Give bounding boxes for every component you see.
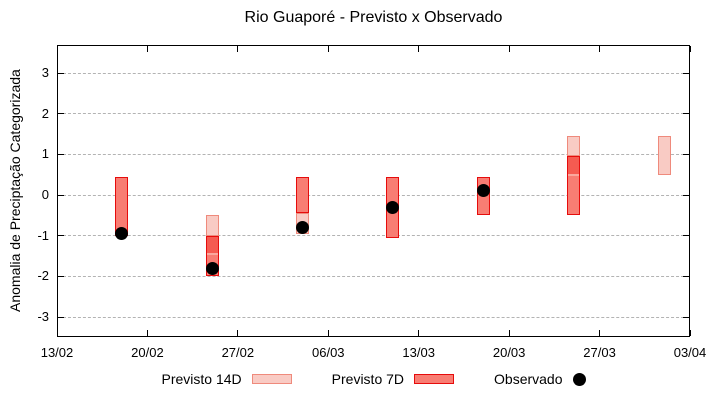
y-tick-mark [58,113,64,115]
y-tick-mark [58,194,64,196]
y-tick-label: -2 [37,268,49,284]
x-tick-label: 27/03 [583,345,616,360]
x-tick-mark [56,46,58,52]
y-tick-mark [58,235,64,237]
forecast-bar-segment [567,136,581,157]
y-tick-label: 1 [41,146,49,162]
y-tick-mark [683,275,689,277]
forecast-bar-segment [205,215,219,236]
x-tick-mark [508,330,510,336]
y-tick-label: 2 [41,105,49,121]
y-gridline [58,235,689,237]
x-tick-label: 27/02 [221,345,255,360]
forecast-bar-segment [567,174,581,216]
x-tick-label: 13/03 [402,345,435,360]
x-tick-mark [689,46,691,52]
x-tick-label: 13/02 [40,345,74,360]
x-tick-label: 20/03 [492,345,526,360]
observed-dot [386,200,400,214]
observed-dot [205,261,219,275]
x-tick-label: 03/04 [673,345,707,360]
y-tick-mark [683,316,689,318]
chart-title: Rio Guaporé - Previsto x Observado [244,9,503,26]
legend-swatch-14d-icon [251,374,292,384]
observed-dot [476,183,490,197]
legend-swatch-7d-icon [414,374,455,384]
y-tick-label: 3 [41,65,49,81]
x-tick-mark [327,46,329,52]
legend-item-previsto-14d: Previsto 14D [162,371,292,387]
legend-label-previsto-7d: Previsto 7D [331,371,405,387]
y-tick-label: 0 [41,187,49,203]
x-tick-mark [146,330,148,336]
plot-border [57,45,690,337]
x-tick-label: 20/02 [131,345,164,360]
y-gridline [58,316,689,318]
y-tick-mark [58,275,64,277]
x-tick-mark [418,46,420,52]
y-tick-mark [58,316,64,318]
x-tick-mark [418,330,420,336]
legend-observed-dot-icon [572,372,586,386]
median-line [206,253,218,256]
y-tick-mark [683,113,689,115]
x-tick-label: 06/03 [312,345,345,360]
y-tick-mark [58,153,64,155]
y-gridline [58,275,689,277]
y-tick-label: -1 [37,227,49,243]
x-tick-mark [56,330,58,336]
x-tick-mark [599,330,601,336]
x-tick-mark [237,46,239,52]
x-tick-mark [327,330,329,336]
y-gridline [58,194,689,196]
x-tick-mark [508,46,510,52]
legend-item-previsto-7d: Previsto 7D [331,371,455,387]
observed-dot [115,227,129,241]
y-tick-mark [683,72,689,74]
legend-label-observado: Observado [494,371,563,387]
y-gridline [58,113,689,115]
forecast-bar-segment [205,235,219,255]
chart-legend: Previsto 14D Previsto 7D Observado [57,371,690,387]
forecast-bar-segment [657,136,671,175]
observed-dot [295,221,309,235]
x-tick-mark [146,46,148,52]
y-tick-label: -3 [37,309,49,325]
y-tick-mark [683,235,689,237]
legend-label-previsto-14d: Previsto 14D [161,371,242,387]
y-tick-mark [683,153,689,155]
forecast-bar-segment [567,156,581,175]
x-tick-mark [689,330,691,336]
forecast-bar-segment [295,176,309,214]
y-gridline [58,72,689,74]
legend-item-observado: Observado [494,371,586,387]
y-gridline [58,153,689,155]
x-tick-mark [237,330,239,336]
median-line [568,173,580,176]
x-tick-mark [599,46,601,52]
y-tick-mark [683,194,689,196]
y-tick-mark [58,72,64,74]
